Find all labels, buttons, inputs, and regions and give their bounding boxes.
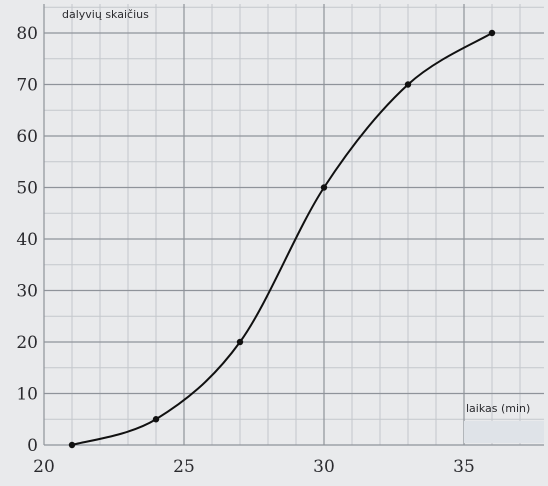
- x-axis-tick-labels: 20 25 30 35: [33, 457, 475, 477]
- data-points: [68, 29, 496, 449]
- y-tick-label: 10: [16, 385, 38, 405]
- data-point: [404, 81, 412, 88]
- data-point: [68, 441, 76, 449]
- answer-box[interactable]: [464, 421, 544, 443]
- y-tick-label: 60: [16, 127, 38, 147]
- y-tick-label: 30: [16, 282, 38, 302]
- x-tick-label: 30: [313, 457, 335, 477]
- data-point: [488, 29, 496, 37]
- y-tick-label: 70: [16, 76, 38, 96]
- x-tick-label: 25: [173, 457, 195, 477]
- x-axis-label: laikas (min): [466, 402, 530, 415]
- y-axis-label: dalyvių skaičius: [62, 8, 149, 21]
- y-tick-label: 20: [16, 333, 38, 353]
- y-axis-tick-labels: 0 10 20 30 40 50 60 70 80: [16, 24, 38, 456]
- x-tick-label: 20: [33, 457, 55, 477]
- y-tick-label: 40: [16, 230, 38, 250]
- y-tick-label: 0: [27, 436, 38, 456]
- major-grid: [43, 4, 544, 446]
- y-tick-label: 80: [16, 24, 38, 44]
- data-point: [236, 338, 244, 346]
- x-tick-label: 35: [453, 457, 475, 477]
- y-tick-label: 50: [16, 179, 38, 199]
- data-point: [320, 184, 328, 191]
- data-point: [152, 416, 160, 423]
